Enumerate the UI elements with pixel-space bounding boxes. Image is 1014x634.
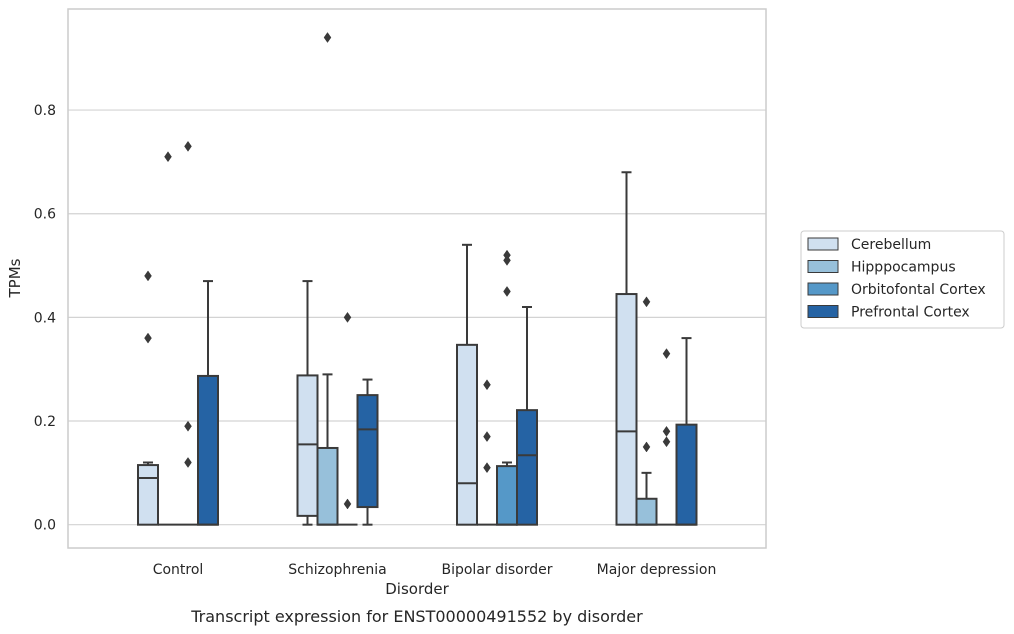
outlier-point xyxy=(184,140,192,152)
box-orbitofontal-cortex xyxy=(496,465,518,526)
y-tick-labels: 0.0 0.2 0.4 0.6 0.8 xyxy=(34,103,56,534)
grid-lines xyxy=(68,109,766,526)
x-tick-label: Major depression xyxy=(597,562,717,578)
legend-entries: Cerebellum Hipppocampus Orbitofontal Corte… xyxy=(807,237,986,321)
legend: Cerebellum Hipppocampus Orbitofontal Corte… xyxy=(800,230,1005,329)
box-cerebellum xyxy=(137,464,159,526)
y-tick-label: 0.6 xyxy=(34,207,56,223)
legend-swatch xyxy=(807,282,839,296)
legend-frame xyxy=(800,230,1005,329)
x-tick-label: Bipolar disorder xyxy=(441,562,552,578)
y-tick-label: 0.4 xyxy=(34,310,56,326)
outlier-point xyxy=(503,286,511,297)
box-prefrontal-cortex xyxy=(675,423,698,526)
category-group xyxy=(456,243,538,526)
x-tick-labels: Control Schizophrenia Bipolar disorder Majo… xyxy=(153,562,717,578)
outlier-point xyxy=(503,249,511,261)
outlier-point xyxy=(323,32,332,43)
legend-label: Orbitofontal Cortex xyxy=(851,282,986,298)
box-plot-groups xyxy=(137,32,698,526)
box-prefrontal-cortex xyxy=(356,394,379,509)
x-tick-label: Schizophrenia xyxy=(288,562,386,578)
box-cerebellum xyxy=(615,293,638,526)
outlier-point xyxy=(184,420,192,432)
outlier-point xyxy=(642,296,651,308)
outlier-point xyxy=(642,441,651,453)
outlier-point xyxy=(662,436,671,448)
x-tick-label: Control xyxy=(153,562,204,578)
outlier-point xyxy=(662,348,671,360)
box-prefrontal-cortex xyxy=(197,374,219,526)
y-tick-label: 0.2 xyxy=(34,414,56,430)
outlier-point xyxy=(144,332,152,344)
legend-swatch xyxy=(807,237,839,251)
box-hipppocampus xyxy=(316,446,339,526)
outlier-point xyxy=(184,457,192,468)
outlier-point xyxy=(483,379,491,391)
category-group xyxy=(137,140,219,526)
x-axis-label: Disorder xyxy=(385,580,449,598)
outlier-point xyxy=(483,462,491,474)
outlier-point xyxy=(144,270,152,282)
legend-swatch xyxy=(807,260,839,273)
box-prefrontal-cortex xyxy=(516,409,538,526)
box-cerebellum xyxy=(296,374,319,517)
legend-label: Prefrontal Cortex xyxy=(851,305,970,321)
plot-frame xyxy=(67,8,767,549)
y-axis-label: TPMs xyxy=(6,258,24,298)
chart-caption: Transcript expression for ENST0000049155… xyxy=(190,607,643,626)
outlier-point xyxy=(164,151,172,163)
outlier-point xyxy=(483,431,491,443)
y-tick-label: 0.0 xyxy=(34,518,56,534)
legend-label: Cerebellum xyxy=(851,237,931,253)
outlier-point xyxy=(343,498,352,510)
box-cerebellum xyxy=(456,343,478,526)
legend-label: Hipppocampus xyxy=(851,260,956,276)
y-tick-label: 0.8 xyxy=(34,103,56,119)
category-group xyxy=(296,32,379,526)
outlier-point xyxy=(343,311,352,323)
legend-swatch xyxy=(807,305,839,318)
outlier-point xyxy=(662,425,671,437)
category-group xyxy=(615,171,698,526)
box-hipppocampus xyxy=(635,497,658,526)
